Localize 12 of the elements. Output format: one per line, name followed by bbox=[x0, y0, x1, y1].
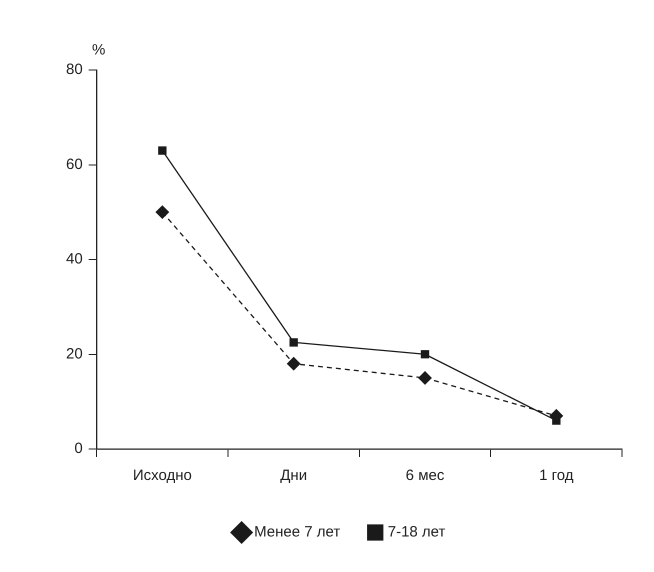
y-tick-label: 40 bbox=[66, 250, 83, 268]
y-tick-label: 60 bbox=[66, 156, 83, 173]
legend-label: Менее 7 лет bbox=[254, 524, 340, 541]
y-axis-title: % bbox=[92, 42, 106, 59]
y-tick-label: 80 bbox=[66, 61, 83, 78]
x-tick-label: 1 год bbox=[539, 467, 574, 484]
x-tick-label: Дни bbox=[280, 467, 308, 484]
y-tick-label: 20 bbox=[66, 345, 83, 362]
x-tick-label: Исходно bbox=[132, 467, 192, 484]
legend-label: 7-18 лет bbox=[388, 524, 446, 541]
y-tick-label: 0 bbox=[74, 440, 83, 458]
x-tick-label: 6 мес bbox=[406, 467, 445, 484]
